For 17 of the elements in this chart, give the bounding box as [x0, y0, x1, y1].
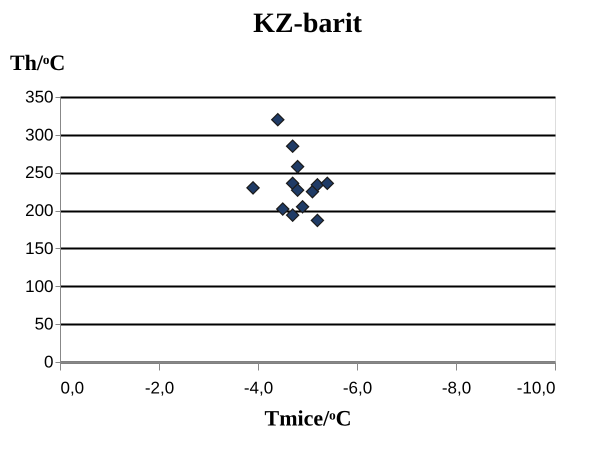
y-tick-label: 50 — [34, 314, 54, 334]
y-tick-label: 300 — [25, 125, 54, 144]
x-axis-title: Tmice/ᵒC — [264, 406, 352, 430]
y-tick-label: 250 — [25, 163, 54, 182]
y-axis-title: Th/ᵒC — [10, 50, 66, 75]
y-tick-label: 350 — [25, 88, 54, 106]
x-tick-label: 0,0 — [60, 378, 84, 398]
y-tick-label: 100 — [25, 276, 54, 296]
x-tick-label: -6,0 — [342, 378, 372, 398]
y-tick-label: 150 — [25, 238, 54, 258]
x-tick-label: -10,0 — [516, 378, 556, 398]
y-tick-label: 200 — [25, 201, 54, 220]
x-tick-label: -2,0 — [144, 378, 174, 398]
x-tick-label: -4,0 — [244, 378, 274, 398]
chart-title: KZ-barit — [253, 8, 363, 39]
y-tick-label: 0 — [44, 352, 54, 372]
x-tick-label: -8,0 — [442, 378, 472, 398]
